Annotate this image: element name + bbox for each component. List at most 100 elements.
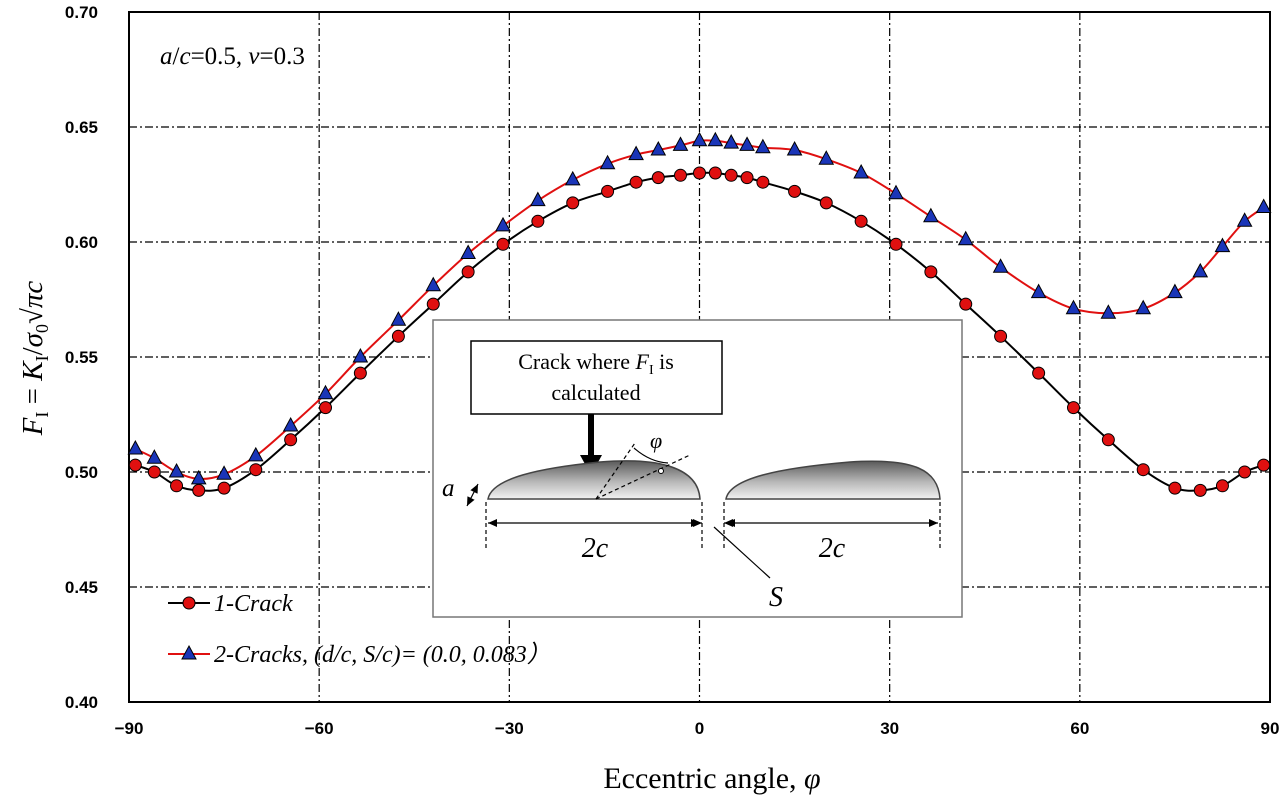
data-point-2-cracks (1167, 283, 1183, 299)
y-tick-labels: 0.40 0.45 0.50 0.55 0.60 0.65 0.70 (65, 3, 98, 712)
data-point-1-crack (819, 196, 833, 210)
data-point-1-crack (566, 196, 580, 210)
plot-frame (128, 11, 1271, 703)
data-point-1-crack (1066, 401, 1080, 415)
callout-sub: I (649, 363, 654, 378)
data-point-1-crack (217, 481, 231, 495)
data-point-2-cracks (168, 462, 185, 478)
data-point-1-crack (1193, 483, 1207, 497)
y-tick-label: 0.50 (65, 463, 98, 482)
label-2c-right: 2c (819, 533, 846, 564)
data-point-2-cracks (146, 449, 163, 464)
data-point-2-cracks (650, 140, 667, 156)
data-point-2-cracks (425, 276, 442, 292)
data-point-1-crack (531, 214, 545, 228)
param-eq2: =0.3 (260, 43, 305, 70)
callout-F: F (634, 349, 649, 374)
angle-arc (633, 447, 669, 464)
data-point-2-cracks (1236, 212, 1253, 227)
data-point-2-cracks (992, 258, 1009, 273)
series-1-crack (128, 166, 1271, 497)
data-point-2-cracks (127, 439, 144, 455)
y-tick-label: 0.60 (65, 233, 98, 252)
data-point-2-cracks (390, 311, 407, 326)
data-point-2-cracks (599, 154, 616, 170)
y-tick-label: 0.55 (65, 348, 98, 367)
y-label-sub-I: I (32, 412, 52, 418)
data-point-2-cracks (190, 469, 207, 485)
data-point-1-crack (601, 184, 615, 198)
data-point-1-crack (353, 366, 367, 380)
series-2-cracks (127, 131, 1272, 485)
data-point-1-crack (708, 166, 722, 180)
angle-line-1 (595, 442, 636, 500)
data-point-2-cracks (739, 136, 755, 151)
callout-post: is (654, 349, 674, 374)
y-label-eq: = (17, 381, 49, 412)
data-point-1-crack (1168, 481, 1182, 495)
data-point-2-cracks (1065, 299, 1082, 315)
callout-line-2: calculated (551, 380, 640, 405)
data-point-2-cracks (1100, 304, 1117, 319)
y-label-sigma: σ (17, 331, 49, 347)
label-a: a (442, 475, 455, 502)
grid (129, 12, 1270, 702)
param-c: c (179, 43, 190, 70)
data-point-1-crack (889, 237, 903, 251)
label-phi: φ (650, 428, 662, 453)
data-point-2-cracks (460, 244, 476, 259)
data-point-1-crack (128, 458, 142, 472)
x-tick-label: 60 (1070, 719, 1089, 738)
y-label-root: √ (17, 308, 49, 324)
data-point-2-cracks (282, 416, 299, 432)
angle-line-2 (595, 454, 691, 500)
data-point-2-cracks (530, 191, 546, 207)
data-point-2-cracks (818, 150, 835, 165)
series-line-1 (134, 171, 1265, 492)
parameter-annotation: a/c=0.5, ν=0.3 (160, 43, 305, 70)
y-tick-label: 0.45 (65, 578, 98, 597)
y-axis-label: FI = KI/σ0√πc (17, 281, 52, 437)
legend-marker-1 (182, 596, 196, 610)
data-point-2-cracks (723, 134, 740, 149)
data-point-1-crack (693, 166, 706, 180)
data-point-1-crack (391, 329, 405, 343)
data-point-1-crack (284, 433, 298, 447)
data-point-1-crack (1101, 433, 1115, 447)
data-point-2-cracks (691, 131, 708, 147)
x-tick-label: −60 (305, 719, 334, 738)
data-point-2-cracks (672, 136, 689, 151)
y-label-sub-0: 0 (32, 324, 52, 333)
y-label-sub-I2: I (32, 355, 52, 361)
data-point-1-crack (788, 184, 802, 198)
data-point-1-crack (724, 168, 738, 182)
data-point-1-crack (651, 171, 665, 185)
data-point-2-cracks (853, 163, 869, 179)
data-point-1-crack (249, 463, 263, 477)
angle-point (658, 468, 664, 474)
legend: 1-Crack 2-Cracks, (d/c, S/c)= (0.0, 0.08… (168, 591, 551, 668)
data-point-2-cracks (495, 216, 511, 232)
data-point-2-cracks (352, 347, 369, 363)
data-point-1-crack (461, 265, 475, 279)
svg-text:FI = KI/σ0√πc: FI = KI/σ0√πc (17, 281, 52, 437)
data-point-1-crack (1136, 463, 1150, 477)
x-tick-label: −90 (115, 719, 144, 738)
x-axis-label-text: Eccentric angle, (603, 762, 804, 795)
data-point-2-cracks (888, 184, 904, 200)
legend-marker-2 (181, 644, 197, 660)
data-point-2-cracks (923, 207, 939, 223)
x-tick-label: 0 (695, 719, 704, 738)
crack-left (487, 460, 701, 500)
data-point-1-crack (1215, 479, 1229, 493)
x-tick-label: 30 (880, 719, 899, 738)
data-point-1-crack (1238, 465, 1252, 479)
data-point-1-crack (426, 297, 440, 311)
data-point-2-cracks (564, 170, 581, 186)
y-label-F: F (17, 417, 49, 436)
callout-pre: Crack where (518, 349, 635, 374)
data-point-1-crack (756, 175, 770, 189)
x-axis-label: Eccentric angle, φ (603, 762, 820, 795)
data-point-1-crack (994, 329, 1008, 343)
